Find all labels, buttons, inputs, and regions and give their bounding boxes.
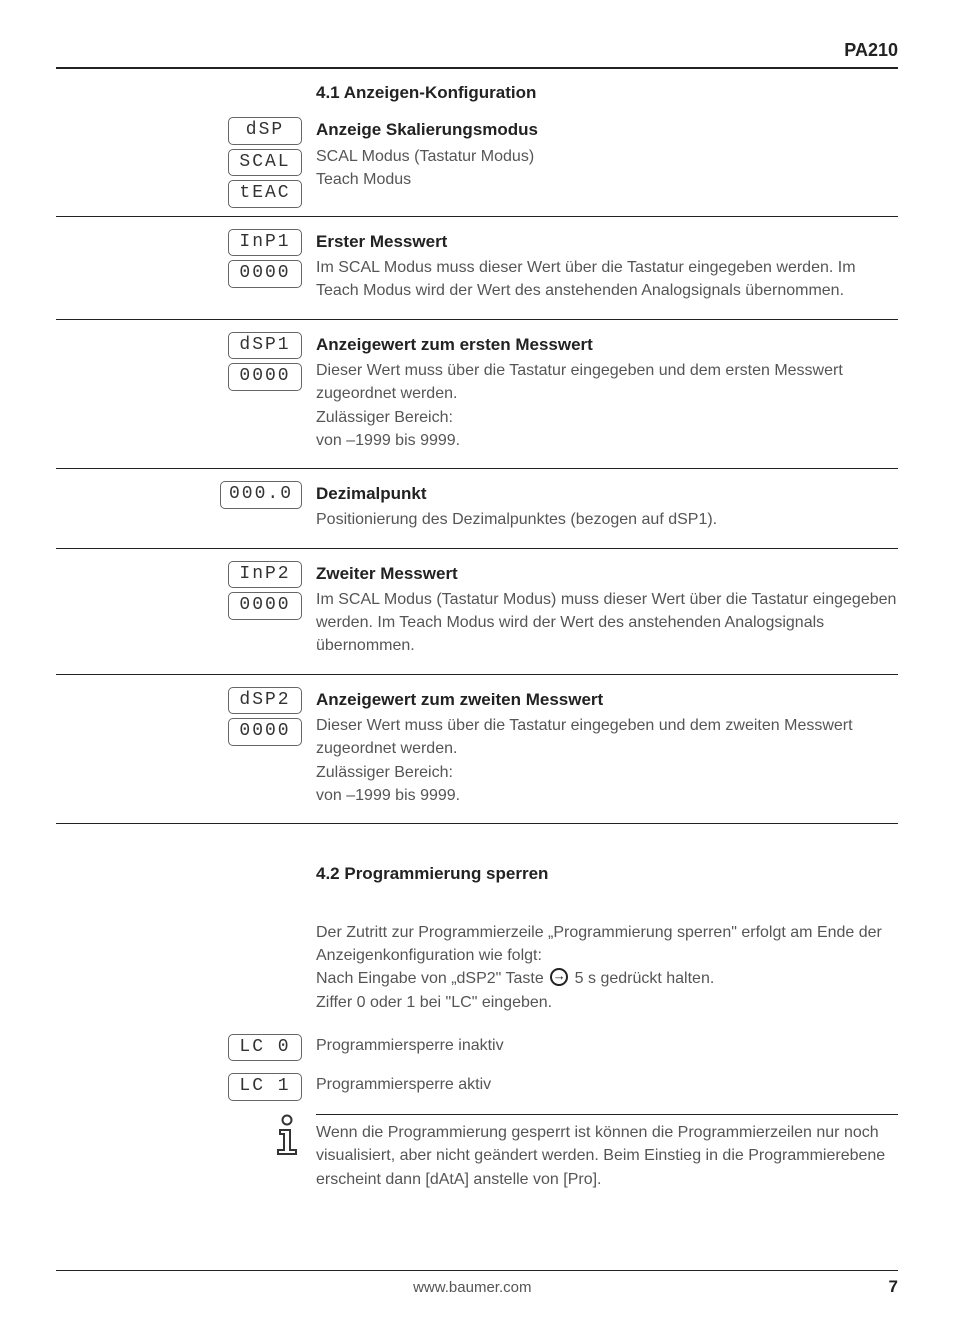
segment-label: InP1 (228, 229, 302, 257)
footer-page: 7 (889, 1277, 898, 1297)
divider (56, 823, 898, 824)
section-4-2-title: 4.2 Programmierung sperren (316, 864, 898, 884)
lc0-text: Programmiersperre inaktiv (316, 1034, 898, 1057)
segment-label: dSP1 (228, 332, 302, 360)
param-body: Positionierung des Dezimalpunktes (bezog… (316, 508, 898, 531)
param-row: InP2 0000 Zweiter Messwert Im SCAL Modus… (56, 561, 898, 670)
param-body: Im SCAL Modus muss dieser Wert über die … (316, 256, 898, 302)
segment-label: 0000 (228, 592, 302, 620)
header-rule (56, 67, 898, 69)
param-row: InP1 0000 Erster Messwert Im SCAL Modus … (56, 229, 898, 315)
param-title: Dezimalpunkt (316, 481, 898, 507)
param-body: Im SCAL Modus (Tastatur Modus) muss dies… (316, 588, 898, 658)
segment-label: 0000 (228, 718, 302, 746)
intro-text: Der Zutritt zur Programmierzeile „Progra… (316, 898, 898, 1014)
product-code: PA210 (56, 40, 898, 61)
intro-row: Der Zutritt zur Programmierzeile „Progra… (56, 898, 898, 1026)
divider (56, 319, 898, 320)
param-row: dSP2 0000 Anzeigewert zum zweiten Messwe… (56, 687, 898, 819)
segment-label: dSP2 (228, 687, 302, 715)
param-title: Anzeigewert zum ersten Messwert (316, 332, 898, 358)
segment-label: LC 0 (228, 1034, 302, 1062)
segment-label: SCAL (228, 149, 302, 177)
segment-label: InP2 (228, 561, 302, 589)
param-title: Anzeigewert zum zweiten Messwert (316, 687, 898, 713)
param-row: 000.0 Dezimalpunkt Positionierung des De… (56, 481, 898, 544)
segment-label: 000.0 (220, 481, 302, 509)
param-body: Teach Modus (316, 168, 898, 191)
section-4-1-title: 4.1 Anzeigen-Konfiguration (316, 83, 898, 103)
footer: www.baumer.com 7 (56, 1270, 898, 1297)
divider (56, 548, 898, 549)
segment-label: 0000 (228, 363, 302, 391)
divider (56, 216, 898, 217)
divider (56, 674, 898, 675)
param-body: Dieser Wert muss über die Tastatur einge… (316, 359, 898, 452)
param-body: SCAL Modus (Tastatur Modus) (316, 145, 898, 168)
divider (56, 468, 898, 469)
lc1-row: LC 1 Programmiersperre aktiv (56, 1073, 898, 1108)
info-note-row: Wenn die Programmierung gesperrt ist kön… (56, 1114, 898, 1191)
arrow-button-icon (550, 968, 568, 986)
segment-label: 0000 (228, 260, 302, 288)
param-title: Zweiter Messwert (316, 561, 898, 587)
param-title: Anzeige Skalierungsmodus (316, 117, 898, 143)
info-icon (272, 1114, 302, 1158)
segment-label: dSP (228, 117, 302, 145)
lc1-text: Programmiersperre aktiv (316, 1073, 898, 1096)
param-row: dSP SCAL tEAC Anzeige Skalierungsmodus S… (56, 117, 898, 212)
info-note-text: Wenn die Programmierung gesperrt ist kön… (316, 1114, 898, 1191)
param-title: Erster Messwert (316, 229, 898, 255)
segment-label: LC 1 (228, 1073, 302, 1101)
param-row: dSP1 0000 Anzeigewert zum ersten Messwer… (56, 332, 898, 464)
segment-label: tEAC (228, 180, 302, 208)
param-body: Dieser Wert muss über die Tastatur einge… (316, 714, 898, 807)
footer-url: www.baumer.com (56, 1279, 889, 1296)
lc0-row: LC 0 Programmiersperre inaktiv (56, 1034, 898, 1069)
